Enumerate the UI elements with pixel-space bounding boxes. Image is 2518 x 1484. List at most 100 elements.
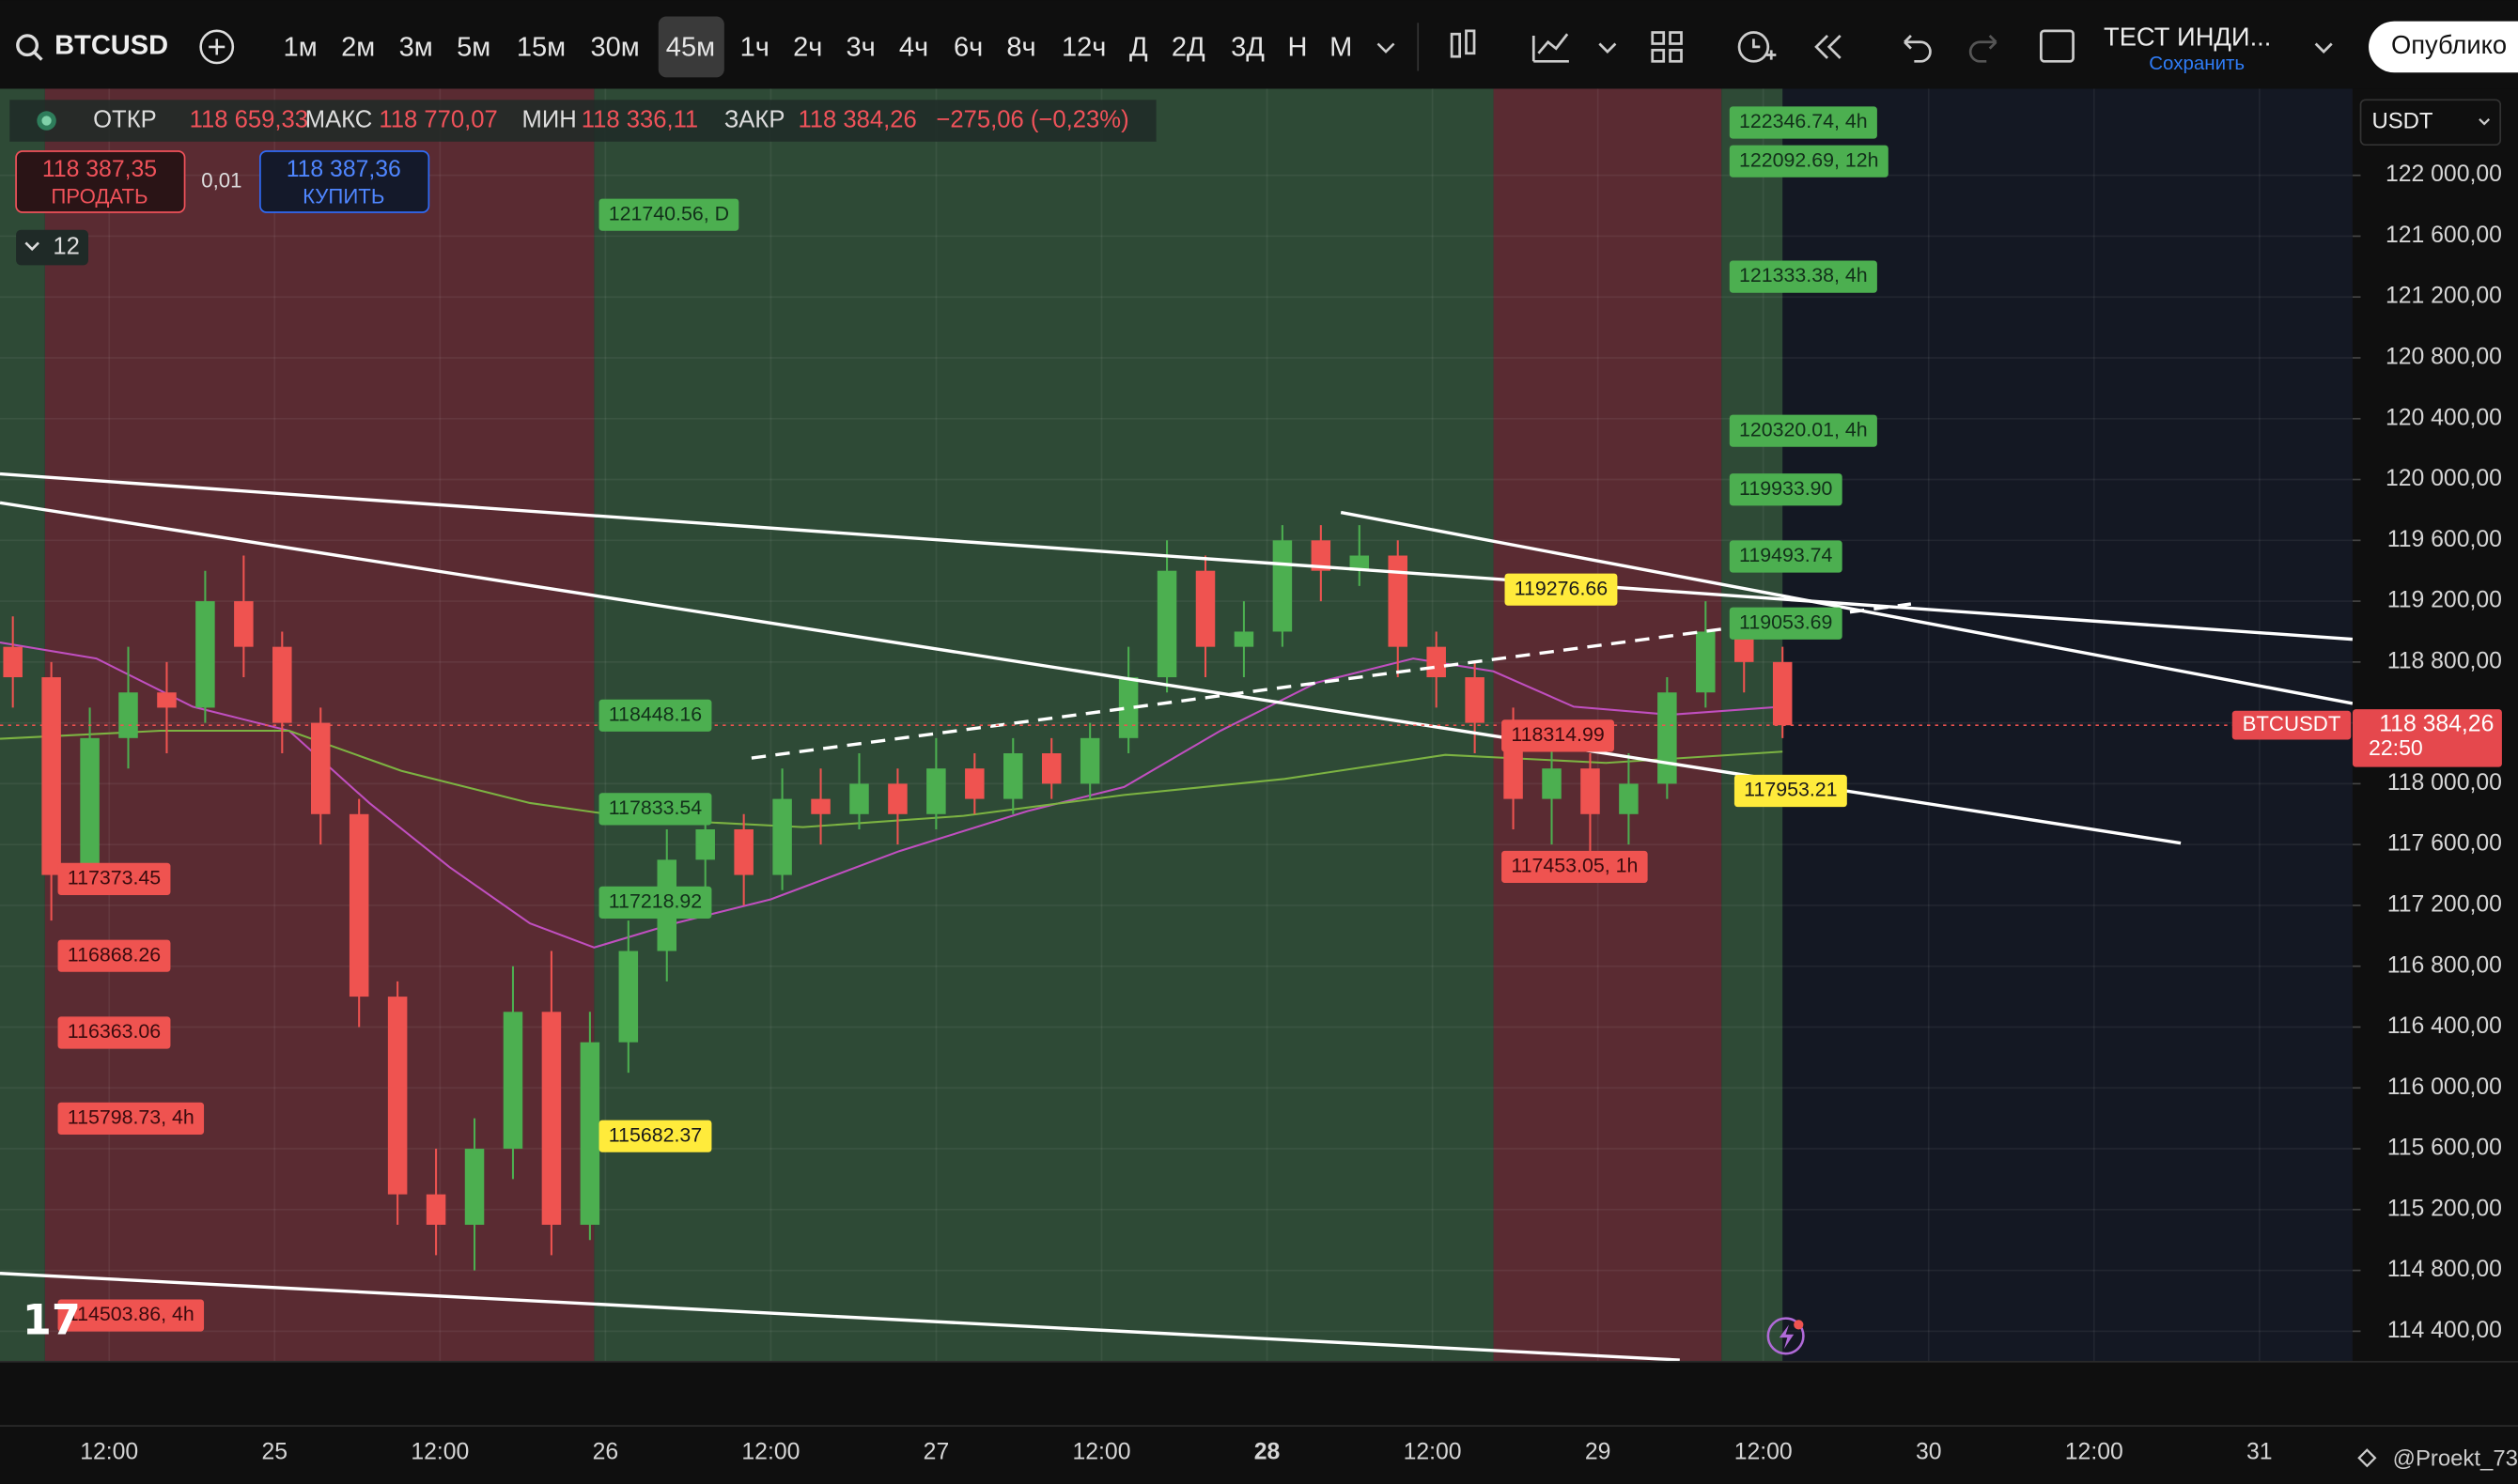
- interval[interactable]: Д: [1129, 32, 1148, 62]
- x-tick-label: 12:00: [741, 1440, 800, 1465]
- layout-box[interactable]: [2040, 29, 2075, 63]
- level-box: [1729, 145, 1888, 178]
- trend-line: [1340, 510, 2354, 705]
- symbol-label-box: [2231, 710, 2352, 740]
- candle-body: [734, 828, 754, 875]
- undo-icon[interactable]: [1904, 34, 1932, 63]
- interval[interactable]: 1ч: [740, 32, 769, 62]
- legend-value: 118 770,07: [379, 106, 497, 132]
- legend-label: МИН: [521, 106, 576, 132]
- sell-button[interactable]: [15, 150, 186, 213]
- level-label: 117218.92: [609, 890, 702, 913]
- interval[interactable]: 15м: [517, 32, 566, 62]
- interval[interactable]: Н: [1288, 32, 1308, 62]
- candle-body: [157, 692, 177, 708]
- candle-body: [1157, 570, 1177, 678]
- search-icon: [32, 50, 43, 61]
- symbol-label: BTCUSDT: [2243, 712, 2341, 735]
- indicators-toggle[interactable]: [16, 229, 89, 266]
- level-box: [57, 1102, 205, 1135]
- search-icon[interactable]: [16, 34, 39, 57]
- interval[interactable]: 3м: [399, 32, 433, 62]
- level-box: [57, 862, 171, 895]
- redo-icon[interactable]: [1968, 34, 1997, 63]
- interval[interactable]: 1м: [284, 32, 318, 62]
- alert-icon[interactable]: [1766, 1317, 1805, 1355]
- level-box: [57, 1016, 171, 1049]
- interval[interactable]: 12ч: [1062, 32, 1106, 62]
- level-box: [1504, 573, 1618, 606]
- level-label: 121740.56, D: [609, 202, 729, 224]
- y-tick-label: 121 200,00: [2386, 284, 2502, 309]
- y-tick-label: 120 400,00: [2386, 405, 2502, 430]
- interval[interactable]: 2м: [341, 32, 375, 62]
- y-tick-label: 116 000,00: [2387, 1074, 2502, 1100]
- y-tick-label: 117 600,00: [2387, 831, 2502, 857]
- candles-icon[interactable]: [1450, 32, 1462, 58]
- interval[interactable]: 3Д: [1231, 32, 1265, 62]
- candle-body: [426, 1194, 446, 1226]
- chevron: [2479, 118, 2491, 126]
- currency-select[interactable]: [2359, 99, 2502, 147]
- interval[interactable]: 30м: [590, 32, 639, 62]
- candle-body: [1657, 692, 1677, 784]
- symbol[interactable]: BTCUSD: [54, 31, 168, 61]
- chevron[interactable]: [1376, 42, 1395, 54]
- level-box: [57, 1299, 205, 1332]
- interval[interactable]: 6ч: [954, 32, 983, 62]
- layout-icon[interactable]: [1651, 31, 1666, 45]
- candle-body: [1465, 677, 1484, 723]
- add-symbol[interactable]: [199, 29, 235, 65]
- candle-body: [849, 783, 869, 814]
- x-tick-label: 27: [924, 1440, 950, 1465]
- interval[interactable]: 5м: [457, 32, 490, 62]
- quantity[interactable]: 0,01: [201, 168, 241, 192]
- interval[interactable]: 2ч: [793, 32, 822, 62]
- alert-dot: [1794, 1320, 1804, 1330]
- buy-price[interactable]: 118 387,36: [287, 157, 401, 182]
- trend-line: [0, 471, 2354, 642]
- x-tick-label: 31: [2246, 1440, 2273, 1465]
- y-tick-label: 122 000,00: [2386, 162, 2502, 187]
- candle-body: [1580, 768, 1600, 814]
- y-tick-label: 116 800,00: [2387, 952, 2502, 978]
- level-box: [1733, 774, 1847, 808]
- level-label: 119933.90: [1739, 477, 1833, 500]
- y-tick-label: 115 200,00: [2387, 1196, 2502, 1221]
- sell-price[interactable]: 118 387,35: [42, 157, 157, 182]
- candle-body: [580, 1042, 600, 1226]
- save-link[interactable]: Сохранить: [2149, 53, 2245, 74]
- indicators-icon[interactable]: [1531, 33, 1569, 63]
- publish-label[interactable]: Опублико: [2391, 30, 2507, 59]
- currency[interactable]: USDT: [2371, 109, 2433, 134]
- level-box: [598, 198, 739, 231]
- interval[interactable]: 45м: [666, 32, 715, 62]
- chevron[interactable]: [1598, 42, 1617, 54]
- layout-name[interactable]: ТЕСТ ИНДИ...: [2104, 23, 2271, 52]
- publish-button[interactable]: [2369, 21, 2518, 73]
- y-tick-label: 121 600,00: [2386, 223, 2502, 248]
- sell-label[interactable]: ПРОДАТЬ: [51, 184, 148, 208]
- chevron[interactable]: [2314, 42, 2333, 54]
- interval[interactable]: 2Д: [1172, 32, 1205, 62]
- y-tick-label: 114 800,00: [2387, 1257, 2502, 1282]
- y-tick-label: 119 200,00: [2387, 588, 2502, 613]
- interval[interactable]: 4ч: [899, 32, 928, 62]
- buy-button[interactable]: [259, 150, 430, 213]
- chevron: [24, 241, 39, 252]
- indicators-count[interactable]: 12: [53, 233, 80, 259]
- buy-label[interactable]: КУПИТЬ: [303, 184, 384, 208]
- level-label: 122092.69, 12h: [1739, 148, 1878, 171]
- interval-selected-bg: [658, 16, 724, 78]
- interval[interactable]: 3ч: [846, 32, 875, 62]
- candle-body: [503, 1012, 523, 1150]
- interval[interactable]: 8ч: [1006, 32, 1035, 62]
- x-tick-label: 26: [593, 1440, 619, 1465]
- replay-icon[interactable]: [1814, 34, 1842, 59]
- candle-body: [464, 1149, 485, 1226]
- interval[interactable]: М: [1329, 32, 1352, 62]
- alert-icon[interactable]: [1737, 31, 1770, 63]
- y-tick-label: 120 000,00: [2386, 466, 2502, 491]
- status-dot: [41, 116, 52, 126]
